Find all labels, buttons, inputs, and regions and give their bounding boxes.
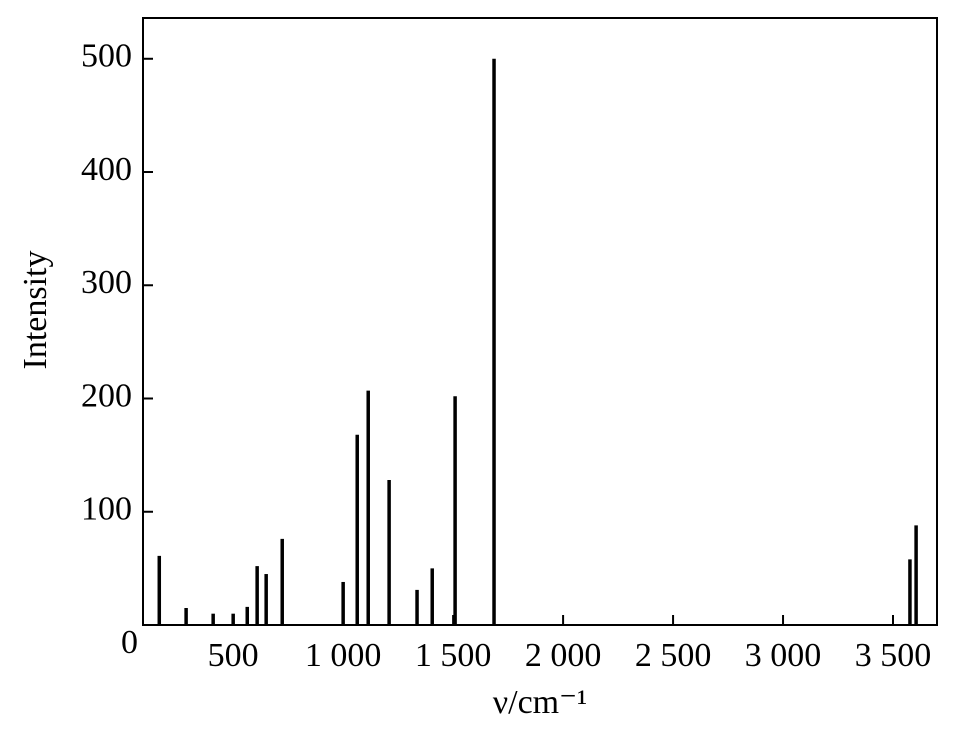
x-tick-label: 2 500 — [635, 637, 712, 674]
plot-frame — [142, 17, 938, 626]
y-tick-label: 400 — [81, 151, 132, 188]
x-tick-label: 3 000 — [745, 637, 822, 674]
y-axis-label: Intensity — [17, 251, 54, 370]
x-tick-label: 1 500 — [415, 637, 492, 674]
y-tick-label: 100 — [81, 491, 132, 528]
y-tick-label: 300 — [81, 264, 132, 301]
y-tick-label: 200 — [81, 377, 132, 414]
y-tick-label: 500 — [81, 38, 132, 75]
x-tick-label: 3 500 — [855, 637, 932, 674]
x-tick-label: 1 000 — [305, 637, 382, 674]
x-tick-label: 500 — [208, 637, 259, 674]
y-tick-label: 0 — [121, 624, 138, 661]
x-axis-label: ν/cm⁻¹ — [493, 684, 588, 721]
x-tick-label: 2 000 — [525, 637, 602, 674]
